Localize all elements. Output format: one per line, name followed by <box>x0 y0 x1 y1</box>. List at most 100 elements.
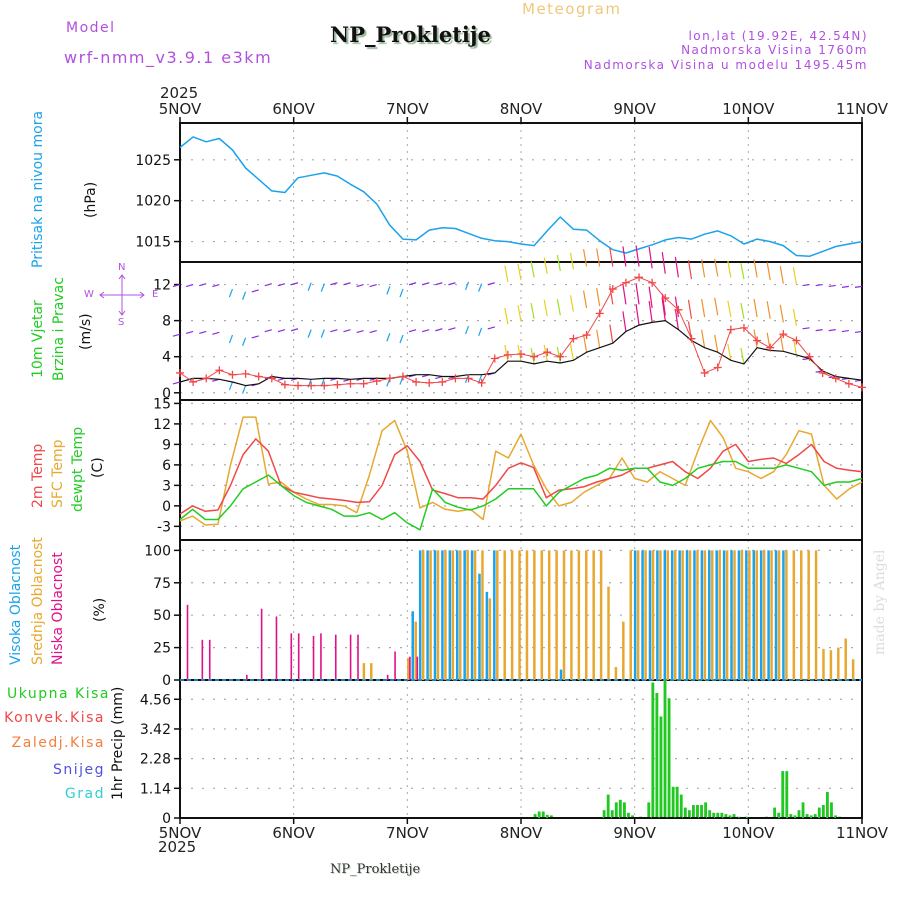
precip-total-bar <box>675 786 679 818</box>
cloud-high-bar <box>663 550 667 680</box>
wind-gust-marker <box>503 350 512 359</box>
wind-arrow <box>635 304 640 326</box>
cloud-mid-bar <box>451 550 455 680</box>
wind-arrow <box>596 288 601 307</box>
wind-arrow <box>727 300 732 318</box>
wind-gust-marker <box>425 378 434 387</box>
cloud-mid-bar <box>414 621 418 680</box>
precip-total-bar <box>622 802 626 818</box>
precip-total-bar <box>602 810 606 818</box>
x-tick-label-top: 5NOV <box>159 100 202 118</box>
cloud-high-bar <box>685 550 689 680</box>
cloud-high-bar <box>433 550 437 680</box>
precip-total-bar <box>627 812 630 818</box>
precip-total-bar <box>655 693 659 818</box>
wind-gust-marker <box>280 380 289 389</box>
wind-arrow <box>635 283 640 305</box>
precip-total-bar <box>809 815 813 818</box>
y-tick-label: 4.56 <box>140 692 171 708</box>
wind-arrow <box>435 282 443 286</box>
x-tick-label-top: 9NOV <box>613 100 656 118</box>
wind-arrow <box>228 288 234 298</box>
precip-total-bar <box>825 791 829 818</box>
cloud-mid-bar <box>503 550 506 680</box>
y-tick-label: 100 <box>144 543 171 559</box>
wind-arrow <box>478 283 483 292</box>
wind-arrow <box>714 297 719 316</box>
wind-gust-marker <box>713 363 722 372</box>
precip-total-bar <box>781 771 785 818</box>
wind-gust-marker <box>254 372 263 381</box>
cloud-mid-bar <box>429 550 432 680</box>
cloud-mid-bar <box>540 550 544 680</box>
cloud-mid-bar <box>407 657 410 680</box>
precip-total-bar <box>618 799 622 818</box>
cloud-mid-bar <box>599 550 603 680</box>
precip-total-bar <box>537 811 541 818</box>
legend-grad: Grad <box>64 786 105 802</box>
wind-arrow <box>828 329 836 332</box>
wind-arrow <box>701 259 706 278</box>
wind-arrow <box>802 283 810 287</box>
wind-gust-marker <box>385 374 394 383</box>
cloud-high-bar <box>633 550 637 680</box>
cloud-mid-bar <box>844 638 847 680</box>
cloud-mid-bar <box>733 550 736 680</box>
wind-arrow <box>622 311 627 332</box>
precip-total-bar <box>797 810 801 818</box>
wind-gust-marker <box>517 350 525 358</box>
wind-arrow <box>766 262 771 281</box>
compass-rose: N W E S <box>82 262 162 328</box>
precip-total-bar <box>716 812 720 818</box>
wind-gust-marker <box>726 325 735 334</box>
y-tick-label: 4 <box>162 350 171 366</box>
cloud-mid-bar <box>681 550 684 680</box>
cloud-high-bar <box>752 550 756 680</box>
wind-arrow <box>674 256 679 278</box>
wind-arrow <box>242 291 247 300</box>
y-tick-label: 9 <box>162 437 171 453</box>
wind-arrow <box>740 302 745 319</box>
precip-total-bar <box>744 816 748 818</box>
cloud-mid-bar <box>518 550 521 680</box>
wind-arrow <box>596 329 601 348</box>
model-label: Model <box>66 20 116 36</box>
cloud-high-bar <box>493 550 496 680</box>
precip-total-bar <box>545 814 549 818</box>
wind-arrow <box>386 333 391 342</box>
precip-total-bar <box>830 802 833 818</box>
y-tick-label: 50 <box>153 608 171 624</box>
wind-gust-marker <box>844 379 853 388</box>
y-tick-label: 0 <box>162 811 171 827</box>
wind-arrow <box>687 260 693 280</box>
y-tick-label: 1.14 <box>140 781 171 797</box>
wind-arrow <box>185 283 194 288</box>
cloud-low-bar <box>416 656 419 680</box>
wind-arrow <box>448 327 456 331</box>
cloud-mid-bar <box>703 550 707 680</box>
cloud-mid-bar <box>496 550 499 680</box>
wind-arrow <box>517 263 522 281</box>
wind-arrow <box>343 282 351 286</box>
compass-e: E <box>152 289 159 300</box>
wind-gust-marker <box>569 334 578 343</box>
cloud-mid-bar <box>488 598 492 680</box>
precip-total-bar <box>700 804 703 818</box>
wind-arrow <box>609 247 614 267</box>
precip-total-bar <box>533 814 537 818</box>
model-elevation-label: Nadmorska Visina u modelu 1495.45m <box>583 58 868 72</box>
cloud-mid-bar <box>718 550 721 680</box>
wind-gust-marker <box>621 278 630 287</box>
dewpt-temp-line <box>179 460 863 531</box>
wind-arrow <box>290 328 299 332</box>
wind-arrow <box>530 302 535 319</box>
wind-gust-marker <box>739 323 748 332</box>
y-tick-label: 3 <box>162 478 171 494</box>
precip-total-bar <box>606 794 610 818</box>
wind-arrow <box>841 285 849 288</box>
wind-gust-marker <box>648 278 657 287</box>
wind-arrow <box>701 329 706 348</box>
cloud-high-bar <box>745 550 748 680</box>
cloud-mid-bar <box>436 550 440 680</box>
